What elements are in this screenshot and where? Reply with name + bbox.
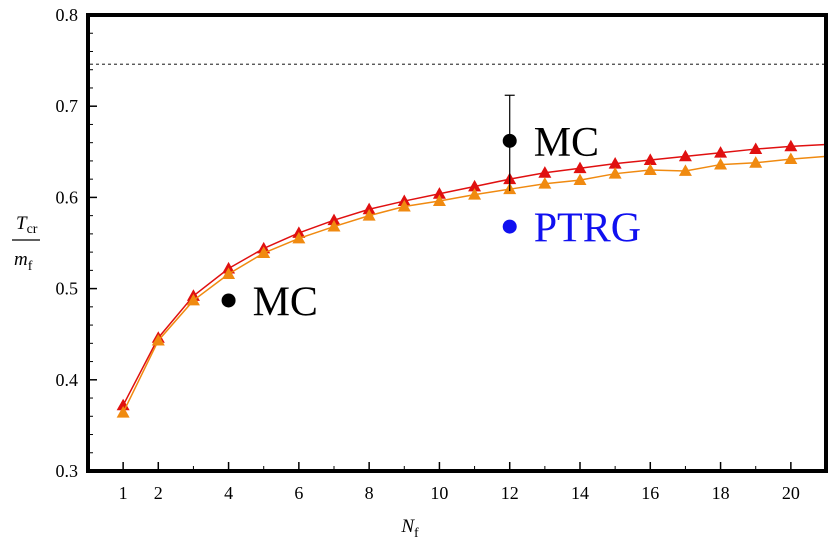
x-tick-label: 4 — [224, 483, 233, 503]
x-tick-label: 18 — [712, 483, 730, 503]
x-axis-label-main: N — [400, 516, 415, 537]
y-axis-label-numerator-sub: cr — [27, 222, 38, 237]
axes-frame — [86, 13, 828, 473]
series-1-marker — [151, 333, 165, 346]
y-tick-label: 0.3 — [56, 461, 79, 481]
y-axis-label-numerator: Tcr — [16, 213, 38, 237]
series-1-marker — [292, 231, 306, 244]
x-tick-label: 16 — [641, 483, 659, 503]
x-tick-label: 6 — [294, 483, 303, 503]
y-tick-label: 0.7 — [56, 96, 79, 116]
series-1-marker — [116, 406, 130, 418]
y-tick-label: 0.4 — [56, 370, 79, 390]
x-tick-label: 14 — [571, 483, 589, 503]
series-1-marker — [432, 194, 446, 206]
series-1-marker — [714, 157, 728, 170]
point-1-label: MC — [534, 120, 599, 166]
series-1-marker — [222, 267, 236, 279]
x-tick-label: 8 — [365, 483, 374, 503]
axes-frame-layer — [86, 13, 828, 473]
series-0-marker — [573, 161, 587, 174]
series-1-marker — [468, 188, 482, 200]
point-1-marker — [502, 133, 517, 148]
series-0-marker — [327, 213, 341, 226]
x-tick-label: 10 — [430, 483, 448, 503]
series-0-marker — [362, 202, 376, 215]
x-tick-label: 2 — [154, 483, 163, 503]
series-1-marker — [327, 219, 341, 232]
point-0-marker — [221, 293, 236, 308]
series-1-marker — [538, 177, 552, 189]
y-axis-label-denominator-main: m — [14, 249, 28, 270]
y-axis-label-numerator-main: T — [16, 213, 28, 234]
point-2-label: PTRG — [534, 206, 641, 252]
point-2-marker — [502, 219, 517, 234]
x-tick-label: 12 — [501, 483, 519, 503]
series-0-marker — [784, 139, 798, 152]
x-tick-label: 20 — [782, 483, 800, 503]
series-1-marker — [397, 199, 411, 212]
y-tick-label: 0.6 — [56, 187, 79, 207]
y-tick-label: 0.8 — [56, 5, 79, 25]
series-1-marker — [643, 163, 657, 175]
y-tick-label: 0.5 — [56, 279, 79, 299]
y-axis-label: Tcr mf — [12, 213, 40, 274]
series-0-marker — [538, 166, 552, 178]
series-1-marker — [784, 152, 798, 165]
series-0-marker — [714, 146, 728, 158]
x-axis-label: Nf — [400, 516, 419, 541]
series-0-marker — [432, 187, 446, 199]
series-0-marker — [468, 179, 482, 192]
x-axis-label-sub: f — [414, 526, 419, 541]
series-1-marker — [678, 164, 692, 176]
series-0-marker — [643, 153, 657, 165]
ticks-layer: 1 2 4 6 8 10 12 14 16 18 200.30.40.50.60.70.8 — [56, 5, 800, 503]
y-axis-label-denominator: mf — [14, 249, 33, 274]
points-layer: MC MC PTRG — [221, 94, 641, 325]
series-0-marker — [608, 157, 622, 169]
y-axis-label-denominator-sub: f — [28, 259, 33, 274]
series-1-marker — [186, 293, 200, 306]
series-1-marker — [362, 209, 376, 221]
series-1-marker — [608, 167, 622, 179]
series-1-marker — [749, 156, 763, 168]
series-1-marker — [573, 173, 587, 186]
series-0-marker — [749, 142, 763, 155]
series-layer — [116, 139, 827, 418]
x-tick-label: 1 — [119, 483, 128, 503]
point-0-label: MC — [253, 279, 318, 325]
series-1-marker — [257, 246, 271, 258]
series-0-marker — [678, 149, 692, 162]
